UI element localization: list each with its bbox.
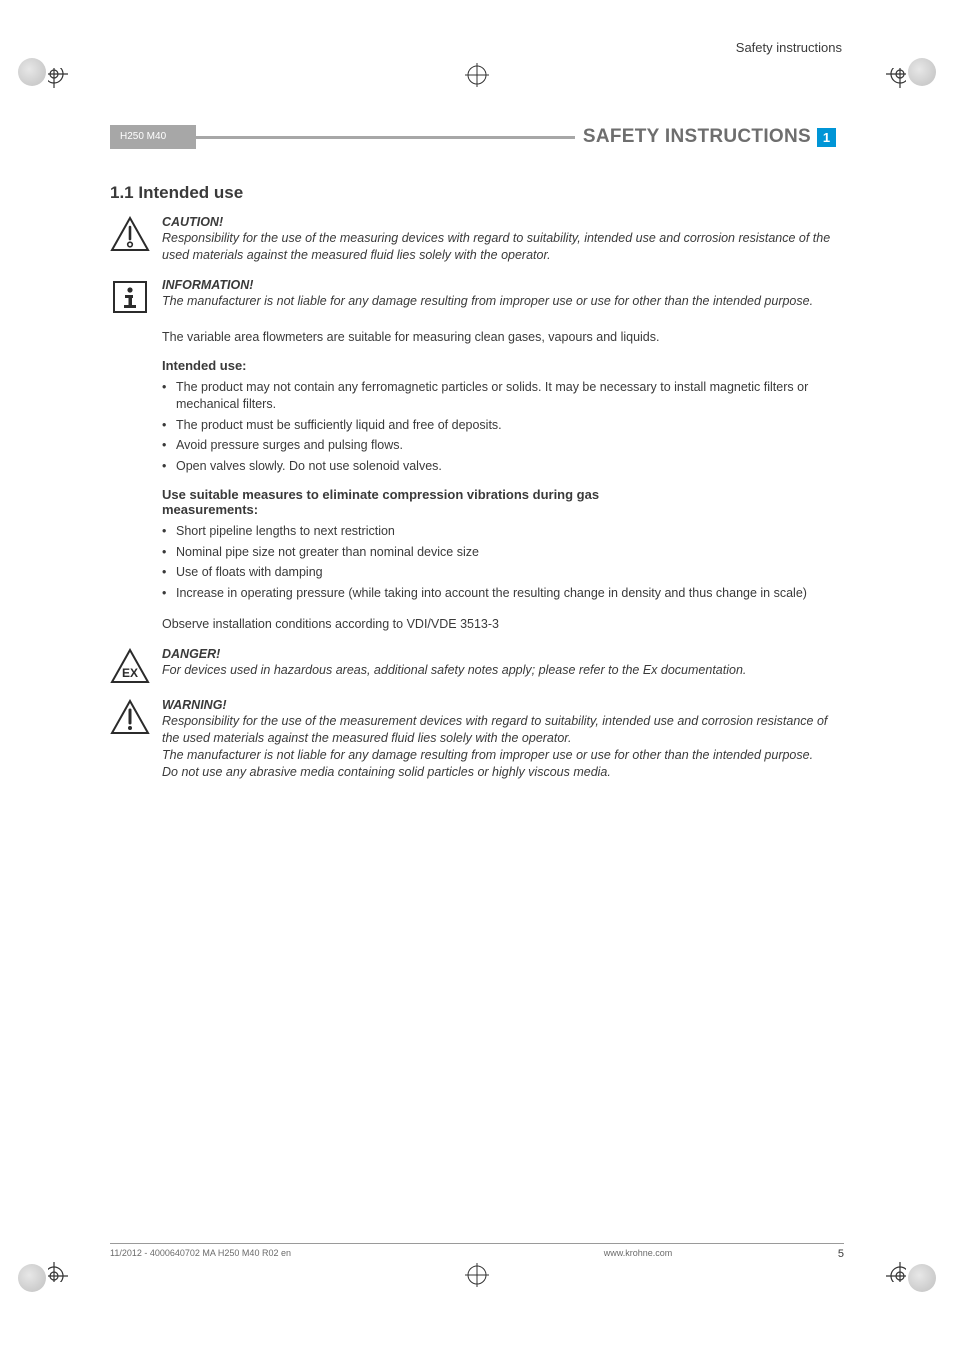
header-title: SAFETY INSTRUCTIONS 1 — [575, 125, 844, 149]
header-model: H250 M40 — [110, 125, 196, 149]
page: Safety instructions H250 M40 SAFETY INST… — [0, 0, 954, 1350]
crop-mark-tl — [18, 58, 78, 118]
warning-icon — [110, 698, 150, 781]
information-block: INFORMATION! The manufacturer is not lia… — [110, 278, 844, 315]
caution-label: CAUTION! — [162, 215, 844, 229]
footer-center: www.krohne.com — [462, 1248, 814, 1260]
running-head: Safety instructions — [110, 40, 844, 55]
danger-text: For devices used in hazardous areas, add… — [162, 662, 844, 679]
footer-page-number: 5 — [814, 1248, 844, 1260]
warning-block: WARNING! Responsibility for the use of t… — [110, 698, 844, 781]
section-heading: 1.1 Intended use — [110, 183, 844, 203]
list-item: Use of floats with damping — [162, 564, 844, 582]
header-bar: H250 M40 SAFETY INSTRUCTIONS 1 — [110, 125, 844, 149]
information-text: The manufacturer is not liable for any d… — [162, 293, 844, 310]
caution-icon — [110, 215, 150, 264]
intended-use-heading: Intended use: — [162, 358, 844, 373]
list-item: The product may not contain any ferromag… — [162, 379, 844, 414]
header-title-text: SAFETY INSTRUCTIONS — [583, 126, 811, 148]
list-item: Nominal pipe size not greater than nomin… — [162, 544, 844, 562]
caution-text: Responsibility for the use of the measur… — [162, 230, 844, 264]
list-item: Avoid pressure surges and pulsing flows. — [162, 437, 844, 455]
footer-left: 11/2012 - 4000640702 MA H250 M40 R02 en — [110, 1248, 462, 1260]
list-item: Open valves slowly. Do not use solenoid … — [162, 458, 844, 476]
header-line — [196, 136, 575, 139]
list-item: Short pipeline lengths to next restricti… — [162, 523, 844, 541]
crop-mark-bottom-center — [457, 1259, 497, 1287]
warning-text-2: The manufacturer is not liable for any d… — [162, 747, 844, 764]
danger-label: DANGER! — [162, 647, 844, 661]
intro-text: The variable area flowmeters are suitabl… — [162, 329, 844, 346]
suitable-heading: Use suitable measures to eliminate compr… — [162, 487, 682, 517]
crop-mark-br — [876, 1232, 936, 1292]
danger-block: EX DANGER! For devices used in hazardous… — [110, 647, 844, 684]
observe-text: Observe installation conditions accordin… — [162, 616, 844, 633]
warning-text-3: Do not use any abrasive media containing… — [162, 764, 844, 781]
crop-mark-tr — [876, 58, 936, 118]
suitable-list: Short pipeline lengths to next restricti… — [162, 523, 844, 602]
warning-label: WARNING! — [162, 698, 844, 712]
footer: 11/2012 - 4000640702 MA H250 M40 R02 en … — [110, 1243, 844, 1260]
danger-ex-icon: EX — [110, 647, 150, 684]
svg-text:EX: EX — [122, 666, 138, 680]
crop-mark-top-center — [457, 63, 497, 91]
warning-text-1: Responsibility for the use of the measur… — [162, 713, 844, 747]
crop-mark-bl — [18, 1232, 78, 1292]
chapter-number: 1 — [817, 128, 836, 147]
information-icon — [110, 278, 150, 315]
information-label: INFORMATION! — [162, 278, 844, 292]
list-item: Increase in operating pressure (while ta… — [162, 585, 844, 603]
list-item: The product must be sufficiently liquid … — [162, 417, 844, 435]
caution-block: CAUTION! Responsibility for the use of t… — [110, 215, 844, 264]
intended-use-list: The product may not contain any ferromag… — [162, 379, 844, 476]
